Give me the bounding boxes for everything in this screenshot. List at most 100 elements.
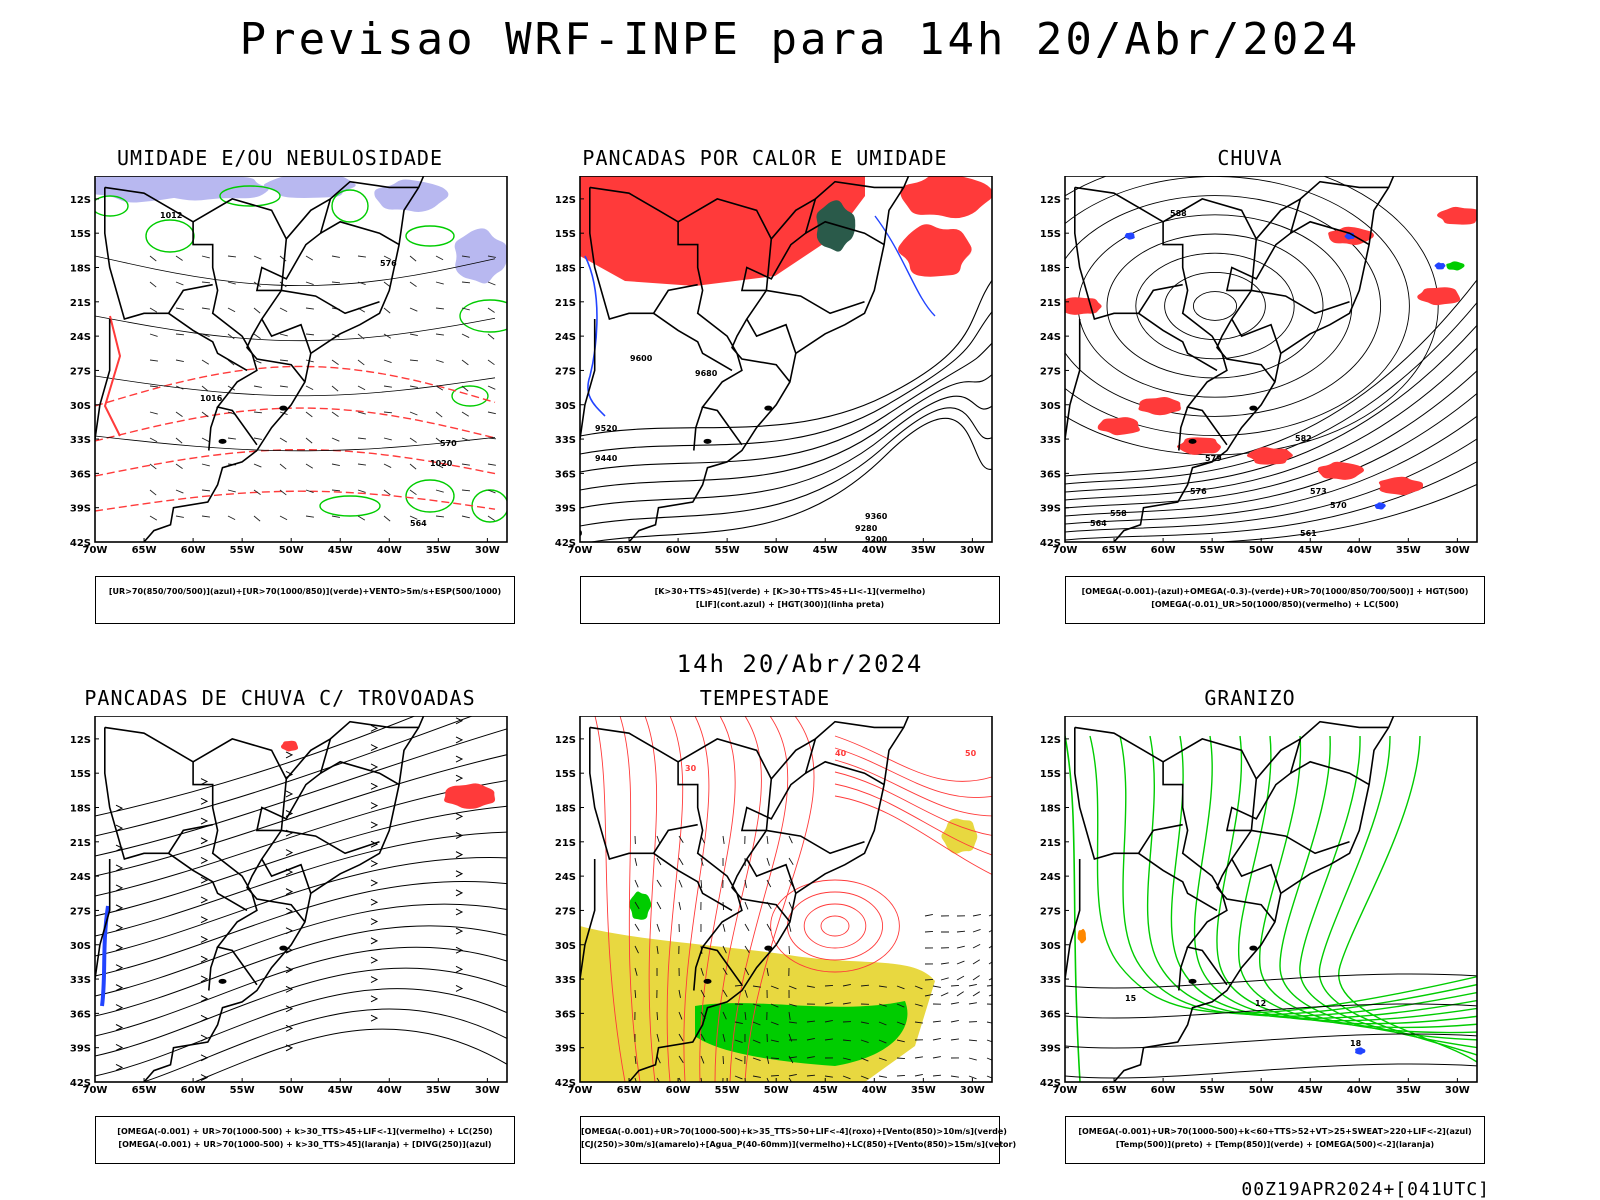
lon-tick-label: 35W — [1396, 545, 1421, 556]
wind-vector — [896, 985, 905, 990]
map-frame — [94, 716, 508, 1083]
wind-vector — [788, 901, 793, 910]
lake — [1249, 405, 1258, 411]
lat-tick-label: 18S — [1040, 264, 1061, 275]
wind-vector — [940, 977, 949, 981]
hgt300-contour — [588, 417, 992, 542]
wind-vector — [305, 463, 314, 469]
wind-vector — [331, 463, 340, 466]
panel-chuva: CHUVA 5885855825795765735705675645615581… — [1020, 146, 1510, 636]
rain-area-blue — [1124, 232, 1136, 240]
wind-vector — [788, 985, 797, 990]
map-frame — [579, 716, 993, 1083]
lat-tick-label: 33S — [1040, 975, 1061, 986]
stream-arrow — [115, 1043, 124, 1051]
wind-vector — [824, 984, 834, 987]
lon-tick-label: 70W — [568, 1085, 593, 1096]
wind-vector — [357, 515, 366, 521]
stream-arrow — [115, 824, 124, 832]
wind-vector — [788, 1021, 797, 1024]
rain-area-red — [1437, 206, 1477, 225]
wind-vector — [860, 1057, 869, 1062]
temp850-contour — [1065, 735, 1081, 1082]
hail-area-blue — [1355, 1047, 1366, 1055]
hgt500-contour — [1207, 483, 1477, 542]
panel-title: PANCADAS DE CHUVA C/ TROVOADAS — [84, 686, 476, 710]
wind-vector — [788, 1073, 797, 1077]
lat-tick-label: 21S — [70, 298, 91, 309]
lake — [218, 438, 227, 444]
wind-vector — [227, 255, 236, 258]
country-border — [1065, 859, 1081, 983]
wind-vector — [842, 983, 851, 987]
wind-vector — [766, 1055, 770, 1064]
wind-vector — [824, 1075, 833, 1078]
wind-vector — [986, 1057, 992, 1061]
legend-line: [OMEGA(-0.01)_UR>50(1000/850)(vermelho) … — [1151, 600, 1399, 609]
contour-label: 558 — [1110, 509, 1127, 518]
stream-arrow — [370, 937, 379, 945]
hgt300-contour — [580, 342, 992, 473]
streamline-850 — [834, 759, 992, 817]
lat-tick-label: 15S — [70, 769, 91, 780]
wind-vector — [678, 857, 684, 866]
lat-tick-label: 15S — [1040, 769, 1061, 780]
country-border — [745, 778, 797, 894]
wind-vector — [986, 985, 992, 987]
wind-vector — [722, 835, 725, 844]
stream-arrow — [200, 916, 209, 924]
stream-arrow — [455, 927, 464, 935]
country-border — [168, 312, 248, 372]
wind-vector — [253, 515, 261, 522]
humidity-area-blue — [454, 228, 507, 284]
wind-vector — [788, 945, 790, 955]
wind-vector — [149, 411, 158, 415]
lat-tick-label: 39S — [555, 1044, 576, 1055]
country-border — [814, 180, 904, 200]
stream-arrow — [455, 736, 464, 744]
country-border — [814, 720, 904, 740]
temp500-contour — [1065, 1003, 1477, 1019]
map-frame — [1064, 716, 1478, 1083]
wind-vector — [487, 463, 496, 466]
lon-tick-label: 35W — [426, 1085, 451, 1096]
streamline-850 — [770, 879, 900, 973]
lake — [1188, 438, 1197, 444]
wind-vector — [175, 411, 183, 418]
streamline-850 — [594, 716, 626, 1082]
wind-vector — [461, 411, 469, 417]
streamline-850 — [666, 716, 684, 1082]
wind-vector — [383, 515, 391, 522]
wind-vector — [932, 1056, 941, 1059]
humidity-contour-green — [451, 385, 489, 407]
wind-vector — [435, 333, 444, 336]
temp850-contour — [1146, 735, 1477, 1017]
wind-vector — [950, 1038, 959, 1041]
lat-tick-label: 12S — [1040, 735, 1061, 746]
stream-arrow — [455, 889, 464, 897]
wind-vector — [487, 359, 495, 366]
hgt300-contour — [580, 407, 992, 527]
wind-vector — [435, 463, 444, 469]
lake — [279, 945, 288, 951]
contour-label: 576 — [380, 259, 397, 268]
country-border — [1216, 318, 1276, 383]
streamline-250 — [95, 925, 507, 1017]
wind-vector — [331, 255, 340, 258]
wind-vector — [700, 1055, 705, 1064]
thunder-area-red — [444, 783, 498, 809]
streamline-250 — [95, 805, 507, 917]
wind-vector — [766, 835, 769, 844]
wind-vector — [722, 1055, 724, 1065]
stream-arrow — [285, 907, 294, 915]
wind-vector — [201, 385, 209, 392]
wind-vector — [950, 984, 960, 987]
stream-arrow — [200, 876, 209, 884]
streamline-850 — [820, 915, 850, 937]
lat-tick-label: 30S — [70, 401, 91, 412]
lon-tick-label: 70W — [83, 1085, 108, 1096]
wind-vector — [744, 967, 750, 976]
hgt500-contour — [1065, 301, 1477, 485]
wind-vector — [175, 281, 184, 286]
country-border — [260, 238, 312, 354]
